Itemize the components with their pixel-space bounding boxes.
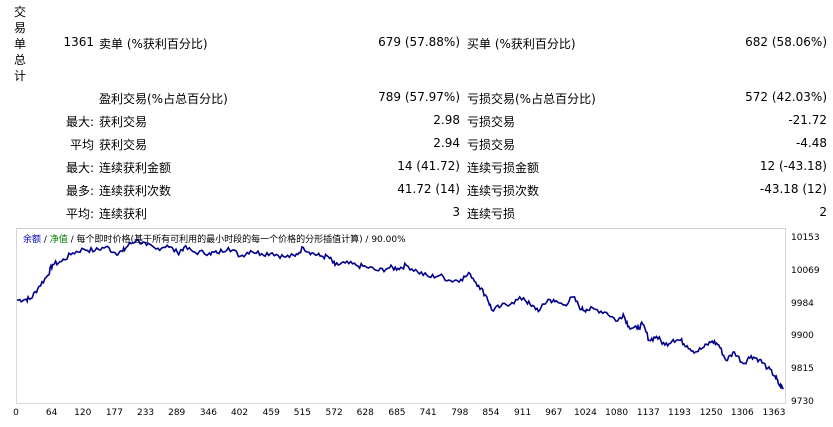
row-right-label: 连续亏损 xyxy=(467,207,516,221)
x-tick-label: 459 xyxy=(262,408,280,418)
y-tick-label: 9900 xyxy=(791,331,814,342)
short-trades-label: 卖单 (%获利百分比) xyxy=(99,37,208,51)
profit-trades-value: 789 (57.97%) xyxy=(378,90,460,104)
x-tick-label: 1193 xyxy=(667,408,691,418)
total-trades-value: 1361 xyxy=(63,35,94,49)
chart-plot-area: 余额 / 净值 / 每个即时价格(基于所有可利用的最小时段的每一个价格的分形插值… xyxy=(16,228,786,404)
row-right-label: 连续亏损金额 xyxy=(467,161,540,175)
side-char: 单 xyxy=(13,37,26,51)
stats-row: 最多: 连续获利次数 41.72 (14) 连续亏损次数 -43.18 (12) xyxy=(0,179,833,202)
x-tick-label: 628 xyxy=(356,408,374,418)
row-left-value: 14 (41.72) xyxy=(397,159,460,173)
row-prefix: 平均: xyxy=(65,207,94,221)
x-tick-label: 1024 xyxy=(574,408,597,418)
row-left-value: 3 xyxy=(452,205,460,219)
x-tick-label: 0 xyxy=(13,408,19,418)
side-char: 易 xyxy=(13,21,26,35)
x-tick-label: 120 xyxy=(74,408,92,418)
x-tick-label: 402 xyxy=(230,408,249,418)
loss-trades-value: 572 (42.03%) xyxy=(745,90,827,104)
chart-legend: 余额 / 净值 / 每个即时价格(基于所有可利用的最小时段的每一个价格的分形插值… xyxy=(23,232,406,245)
stats-row-profit-loss: 盈利交易(%占总百分比) 789 (57.97%) 亏损交易(%占总百分比) 5… xyxy=(0,87,833,110)
x-tick-label: 911 xyxy=(514,408,532,418)
row-left-value: 41.72 (14) xyxy=(397,182,460,196)
row-left-label: 获利交易 xyxy=(99,138,148,152)
x-tick-label: 572 xyxy=(325,408,343,418)
row-right-value: -21.72 xyxy=(788,113,827,127)
side-char: 总 xyxy=(13,53,26,67)
side-char: 交 xyxy=(13,5,26,19)
loss-trades-label: 亏损交易(%占总百分比) xyxy=(467,92,596,106)
short-trades-value: 679 (57.88%) xyxy=(378,35,460,49)
long-trades-value: 682 (58.06%) xyxy=(745,35,827,49)
statistics-panel: 1361 卖单 (%获利百分比) 679 (57.88%) 买单 (%获利百分比… xyxy=(0,32,833,225)
row-left-value: 2.98 xyxy=(433,113,460,127)
x-tick-label: 233 xyxy=(136,408,155,418)
y-tick-label: 9815 xyxy=(791,364,814,375)
y-tick-label: 9730 xyxy=(791,397,814,407)
stats-row: 最大: 连续获利金额 14 (41.72) 连续亏损金额 12 (-43.18) xyxy=(0,156,833,179)
x-tick-label: 741 xyxy=(419,408,437,418)
row-left-label: 连续获利金额 xyxy=(99,161,172,175)
x-tick-label: 515 xyxy=(293,408,311,418)
row-right-value: 12 (-43.18) xyxy=(759,159,827,173)
balance-chart-panel: 余额 / 净值 / 每个即时价格(基于所有可利用的最小时段的每一个价格的分形插值… xyxy=(5,228,828,425)
y-tick-label: 9984 xyxy=(791,298,814,309)
x-tick-label: 1250 xyxy=(699,408,723,418)
y-tick-label: 10153 xyxy=(791,233,820,244)
side-char: 计 xyxy=(13,69,26,83)
legend-description: / 每个即时价格(基于所有可利用的最小时段的每一个价格的分形插值计算) / 90… xyxy=(67,235,406,245)
balance-series-line xyxy=(17,238,784,390)
row-right-value: -4.48 xyxy=(795,136,827,150)
x-tick-label: 967 xyxy=(545,408,563,418)
stats-row: 最大: 获利交易 2.98 亏损交易 -21.72 xyxy=(0,110,833,133)
row-left-label: 获利交易 xyxy=(99,115,148,129)
long-trades-label: 买单 (%获利百分比) xyxy=(467,37,576,51)
legend-balance: 余额 xyxy=(23,235,42,245)
x-axis: 0 64 120 177 233 289 346 402 459 515 572 628 685 741 7… xyxy=(5,404,795,424)
y-tick-label: 10069 xyxy=(791,265,820,276)
row-right-label: 亏损交易 xyxy=(467,115,516,129)
x-tick-label: 1363 xyxy=(762,408,786,418)
x-tick-label: 854 xyxy=(482,408,500,418)
row-prefix: 最大: xyxy=(65,115,94,129)
row-right-label: 连续亏损次数 xyxy=(467,184,540,198)
y-axis: 10153 10069 9984 9900 9815 9730 xyxy=(791,228,831,408)
row-prefix: 平均 xyxy=(69,138,94,152)
row-prefix: 最多: xyxy=(65,184,94,198)
x-tick-label: 289 xyxy=(168,408,186,418)
row-right-value: 2 xyxy=(819,205,827,219)
x-tick-label: 798 xyxy=(451,408,469,418)
row-left-value: 2.94 xyxy=(433,136,460,150)
legend-separator: / xyxy=(41,235,50,245)
row-left-label: 连续获利 xyxy=(99,207,148,221)
balance-line-chart xyxy=(17,238,784,390)
row-right-value: -43.18 (12) xyxy=(759,182,827,196)
row-right-label: 亏损交易 xyxy=(467,138,516,152)
x-tick-label: 1137 xyxy=(636,408,660,418)
trade-summary-vertical-label: 交 易 单 总 计 xyxy=(13,4,27,84)
x-tick-label: 346 xyxy=(199,408,217,418)
profit-trades-label: 盈利交易(%占总百分比) xyxy=(99,92,228,106)
stats-row: 平均 获利交易 2.94 亏损交易 -4.48 xyxy=(0,133,833,156)
stats-row: 平均: 连续获利 3 连续亏损 2 xyxy=(0,202,833,225)
x-tick-label: 1306 xyxy=(730,408,754,418)
legend-equity: 净值 xyxy=(49,235,68,245)
stats-row-orders: 1361 卖单 (%获利百分比) 679 (57.88%) 买单 (%获利百分比… xyxy=(0,32,833,55)
x-tick-label: 685 xyxy=(388,408,406,418)
row-prefix: 最大: xyxy=(65,161,94,175)
x-tick-label: 1080 xyxy=(605,408,629,418)
x-tick-label: 64 xyxy=(45,408,58,418)
x-tick-label: 177 xyxy=(105,408,124,418)
row-left-label: 连续获利次数 xyxy=(99,184,172,198)
